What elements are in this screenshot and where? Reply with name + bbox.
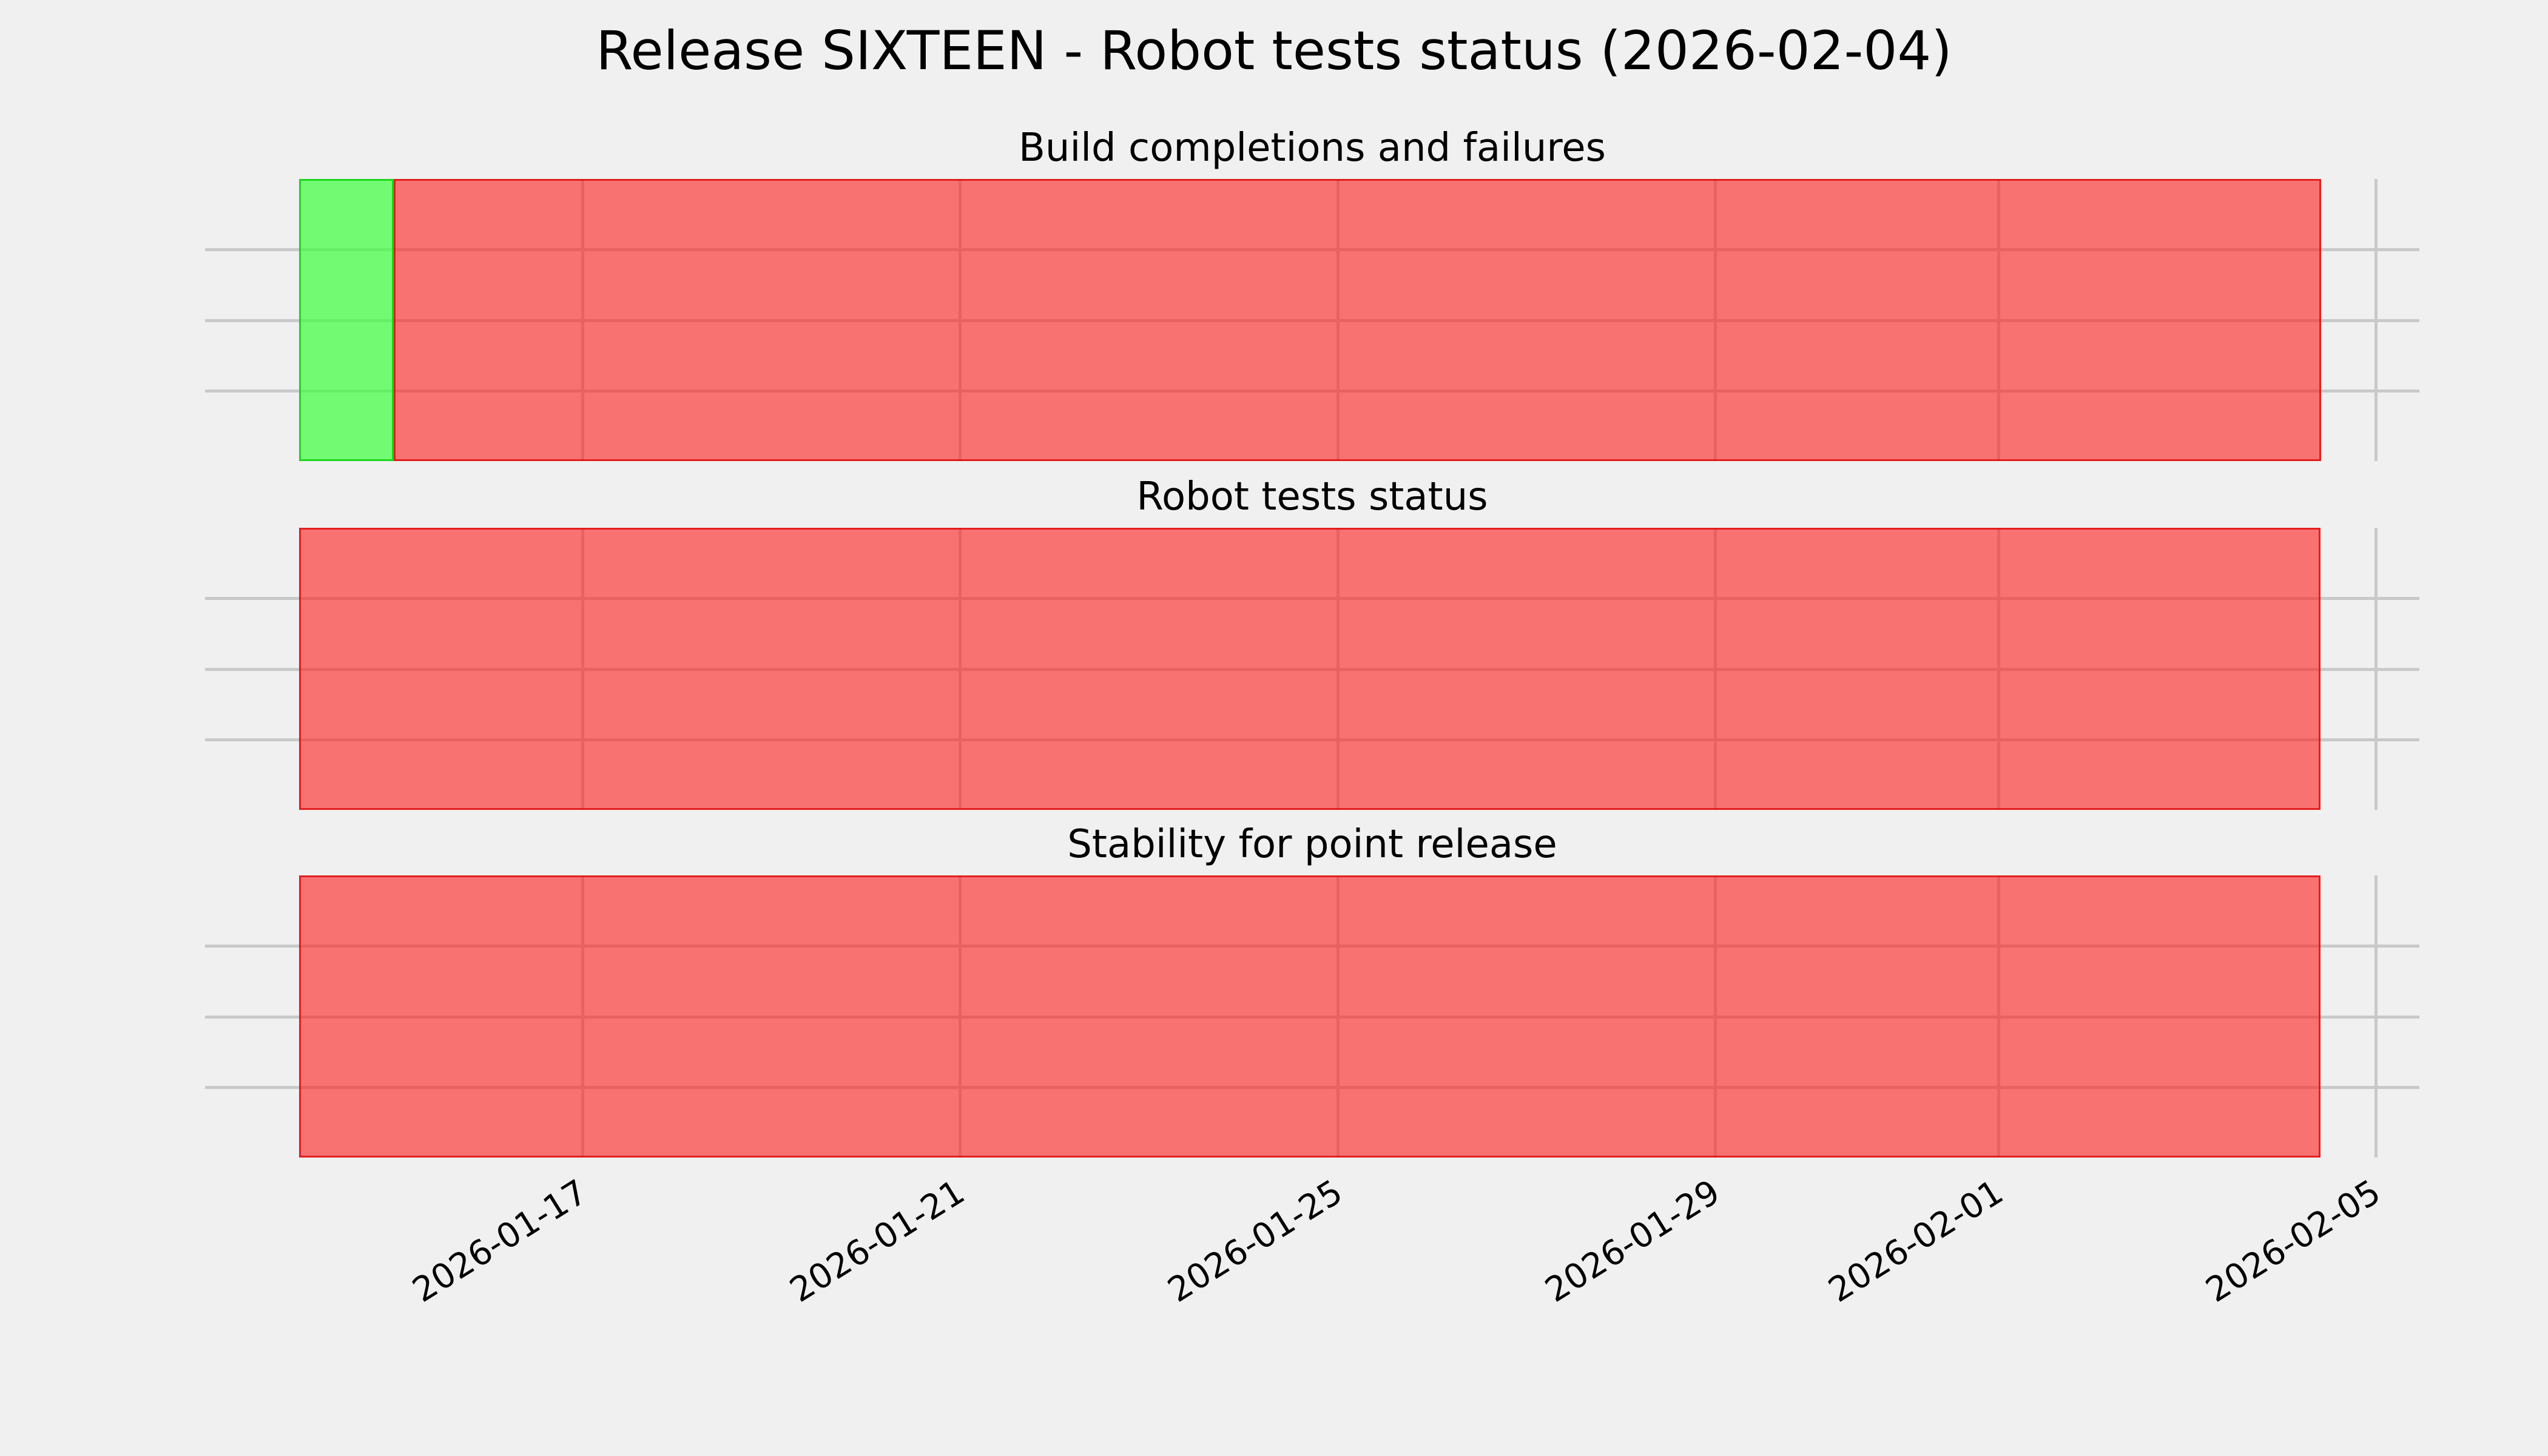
x-tick-label: 2026-02-05 [2199, 1172, 2388, 1310]
subplot-title-build-completions: Build completions and failures [1019, 126, 1606, 170]
subplot-title-robot-tests: Robot tests status [1136, 474, 1488, 519]
status-bar-red [299, 875, 2320, 1158]
axes-build-completions [205, 179, 2419, 461]
status-bar-green [299, 179, 394, 461]
status-bar-red [299, 528, 2320, 810]
axes-robot-tests [205, 528, 2419, 810]
status-bar-red [394, 179, 2321, 461]
axes-stability [205, 875, 2419, 1158]
subplot-title-stability: Stability for point release [1067, 822, 1557, 867]
x-tick-label: 2026-01-25 [1161, 1172, 1350, 1310]
figure-title: Release SIXTEEN - Robot tests status (20… [596, 19, 1952, 82]
x-tick-label: 2026-01-21 [783, 1172, 972, 1310]
x-tick-label: 2026-01-17 [405, 1172, 595, 1310]
vertical-gridline [2374, 875, 2378, 1158]
vertical-gridline [2374, 528, 2378, 810]
vertical-gridline [2374, 179, 2378, 461]
